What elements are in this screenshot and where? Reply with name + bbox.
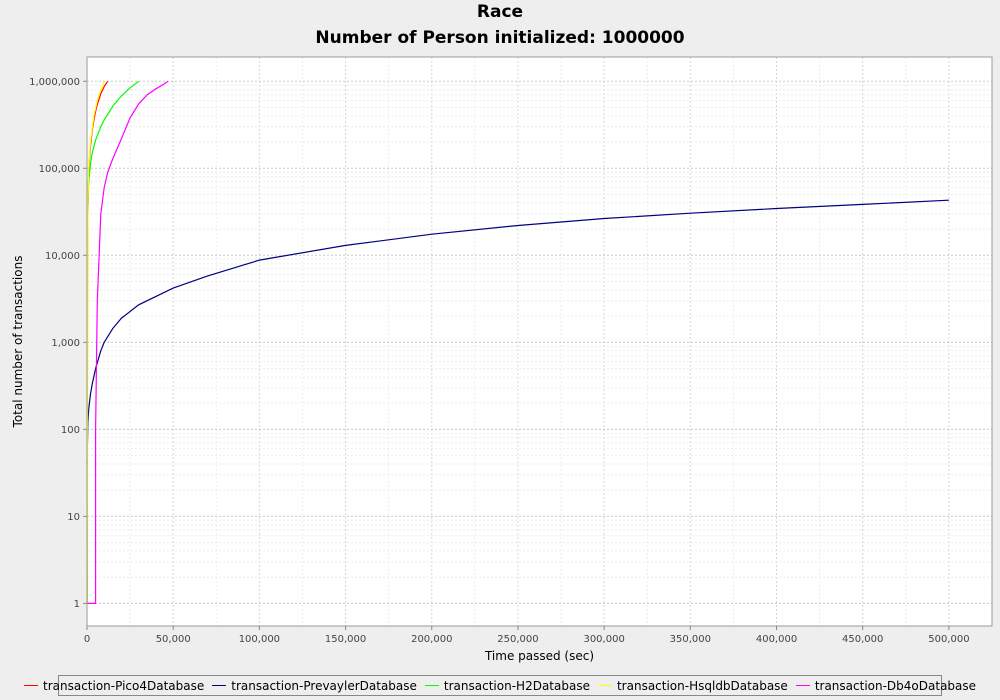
- chart-title: Race: [476, 2, 524, 22]
- y-tick-label: 1: [74, 599, 80, 610]
- legend-item: transaction-HsqldbDatabase: [597, 678, 788, 693]
- legend-label: transaction-Pico4Database: [42, 678, 205, 693]
- legend-item: transaction-Pico4Database: [23, 678, 205, 693]
- legend-label: transaction-H2Database: [443, 678, 590, 693]
- grid-lines: [86, 57, 992, 626]
- y-tick-label: 100,000: [39, 164, 80, 175]
- plot-area: 0 50,000 100,000 150,000 200,000 250,000 300,0…: [11, 56, 993, 663]
- y-tick-label: 10,000: [45, 251, 80, 262]
- plot-background: [87, 57, 992, 626]
- legend: transaction-Pico4Database transaction-Pre…: [23, 675, 976, 696]
- legend-item: transaction-H2Database: [424, 678, 590, 693]
- series-line-transaction-PrevaylerDatabase: [86, 199, 949, 465]
- x-tick-label: 0: [84, 634, 90, 645]
- x-tick-label: 500,000: [928, 634, 969, 645]
- x-tick-label: 150,000: [325, 634, 366, 645]
- legend-swatch: [424, 685, 439, 686]
- axis-ticks: 0 50,000 100,000 150,000 200,000 250,000 300,0…: [29, 56, 993, 645]
- chart-subtitle: Number of Person initialized: 1000000: [315, 28, 685, 48]
- x-tick-label: 250,000: [497, 634, 538, 645]
- legend-label: transaction-PrevaylerDatabase: [231, 678, 417, 693]
- x-tick-label: 450,000: [842, 634, 883, 645]
- x-tick-label: 300,000: [583, 634, 624, 645]
- x-tick-label: 50,000: [156, 634, 191, 645]
- legend-item: transaction-PrevaylerDatabase: [212, 679, 417, 693]
- plot-border: [86, 56, 993, 627]
- x-tick-label: 100,000: [239, 634, 280, 645]
- x-tick-label: 400,000: [756, 634, 797, 645]
- series-line-transaction-Db4oDatabase: [87, 80, 169, 605]
- y-tick-label: 10: [67, 512, 80, 523]
- x-tick-label: 350,000: [670, 634, 711, 645]
- y-tick-label: 1,000,000: [29, 77, 80, 88]
- y-tick-label: 1,000: [51, 338, 80, 349]
- legend-swatch: [212, 685, 227, 686]
- legend-label: transaction-Db4oDatabase: [814, 678, 977, 693]
- y-axis-label: Total number of transactions: [11, 256, 25, 429]
- legend-item: transaction-Db4oDatabase: [795, 678, 977, 693]
- series-lines: [86, 80, 949, 605]
- x-tick-label: 200,000: [411, 634, 452, 645]
- legend-swatch: [795, 685, 810, 686]
- legend-swatch: [23, 685, 38, 686]
- legend-swatch: [597, 685, 612, 686]
- x-axis-label: Time passed (sec): [484, 649, 594, 663]
- series-line-transaction-HsqldbDatabase: [86, 81, 105, 604]
- legend-label: transaction-HsqldbDatabase: [616, 678, 788, 693]
- y-tick-label: 100: [61, 425, 80, 436]
